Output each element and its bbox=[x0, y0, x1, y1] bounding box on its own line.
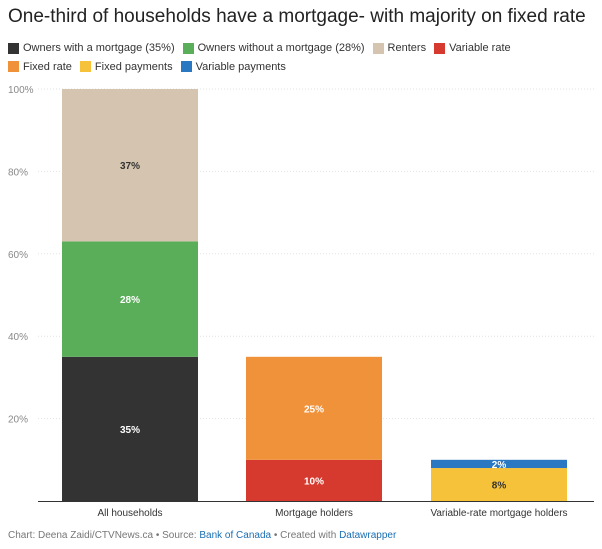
chart-legend: Owners with a mortgage (35%) Owners witho… bbox=[8, 40, 588, 77]
legend-item: Fixed payments bbox=[79, 59, 173, 75]
data-label: 25% bbox=[304, 404, 324, 415]
footer-credit: Chart: Deena Zaidi/CTVNews.ca • Source: bbox=[8, 530, 200, 541]
legend-swatch bbox=[180, 61, 192, 72]
y-tick-label: 40% bbox=[8, 332, 28, 343]
bar-segment bbox=[246, 356, 382, 460]
legend-item: Fixed rate bbox=[8, 59, 72, 75]
bar-segment bbox=[62, 89, 198, 242]
legend-swatch bbox=[79, 61, 91, 72]
data-label: 37% bbox=[120, 161, 140, 172]
legend-label: Owners with a mortgage (35%) bbox=[23, 42, 175, 54]
legend-label: Fixed rate bbox=[23, 60, 72, 73]
legend-item: Renters bbox=[372, 40, 427, 56]
footer-created-with: • Created with bbox=[271, 530, 340, 541]
data-label: 10% bbox=[304, 476, 324, 487]
x-tick-label: All households bbox=[97, 508, 162, 519]
legend-swatch bbox=[8, 42, 19, 54]
x-tick-label: Mortgage holders bbox=[275, 508, 353, 519]
chart-footer: Chart: Deena Zaidi/CTVNews.ca • Source: … bbox=[8, 530, 396, 541]
chart-title: One-third of households have a mortgage-… bbox=[8, 6, 586, 27]
data-label: 2% bbox=[492, 460, 507, 471]
source-link[interactable]: Bank of Canada bbox=[199, 530, 272, 541]
legend-label: Variable rate bbox=[449, 42, 511, 54]
legend-item: Variable rate bbox=[434, 40, 511, 56]
x-tick-label: Variable-rate mortgage holders bbox=[430, 508, 567, 519]
legend-swatch bbox=[434, 42, 446, 54]
y-tick-label: 20% bbox=[8, 415, 28, 426]
legend-item: Owners with a mortgage (35%) bbox=[8, 40, 175, 56]
legend-label: Variable payments bbox=[195, 60, 286, 73]
datawrapper-link[interactable]: Datawrapper bbox=[339, 530, 397, 541]
y-tick-label: 100% bbox=[8, 85, 34, 96]
bar-segment bbox=[246, 459, 382, 501]
legend-item: Owners without a mortgage (28%) bbox=[182, 40, 365, 56]
bar-segment bbox=[62, 356, 198, 501]
legend-item: Variable payments bbox=[180, 59, 286, 75]
legend-label: Fixed payments bbox=[94, 60, 173, 73]
legend-swatch bbox=[8, 61, 19, 72]
bar-segment bbox=[62, 241, 198, 357]
legend-label: Renters bbox=[387, 42, 427, 54]
bar-segment bbox=[431, 468, 567, 501]
y-tick-label: 60% bbox=[8, 250, 28, 261]
bar-segment bbox=[431, 459, 567, 469]
data-label: 35% bbox=[120, 425, 140, 436]
legend-label: Owners without a mortgage (28%) bbox=[197, 42, 365, 54]
legend-swatch bbox=[182, 42, 194, 54]
y-tick-label: 80% bbox=[8, 167, 28, 178]
legend-swatch bbox=[372, 42, 384, 54]
data-label: 8% bbox=[492, 481, 507, 492]
data-label: 28% bbox=[120, 295, 140, 306]
